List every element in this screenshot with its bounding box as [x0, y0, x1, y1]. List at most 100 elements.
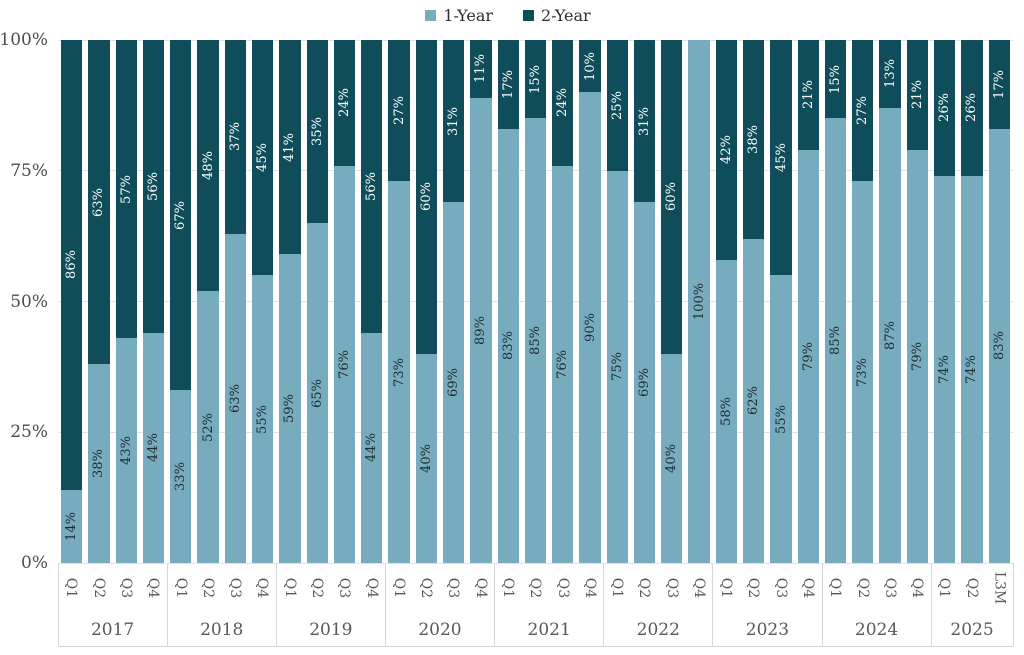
y-axis-tick-label: 25% — [10, 422, 48, 443]
segment-1-year: 85% — [524, 118, 547, 563]
bar-2020-Q3: 31% 69% — [442, 40, 465, 563]
x-axis-year-label-2025: 2025 — [950, 619, 994, 640]
x-axis-year-label-2024: 2024 — [854, 619, 899, 640]
segment-1-year: 83% — [497, 128, 519, 563]
bar-label-2-year: 35% — [309, 117, 325, 146]
bar-label-2-year: 67% — [173, 200, 189, 230]
bar-label-1-year: 73% — [855, 357, 871, 387]
bar-label-2-year: 21% — [800, 80, 816, 110]
segment-1-year: 74% — [961, 175, 983, 563]
segment-2-year: 45% — [770, 40, 792, 276]
x-axis-year-label-2018: 2018 — [200, 619, 244, 640]
bar-label-2-year: 10% — [582, 51, 598, 81]
segment-2-year: 15% — [824, 40, 847, 119]
bar-2019-Q4: 56% 44% — [361, 40, 383, 563]
bar-label-2-year: 41% — [282, 132, 298, 162]
x-axis-year-label-2022: 2022 — [636, 619, 680, 640]
x-axis-year-label-2023: 2023 — [745, 619, 790, 640]
segment-1-year: 69% — [633, 202, 656, 563]
segment-1-year: 59% — [279, 254, 301, 563]
quarter-label-text: Q2 — [309, 577, 326, 599]
quarter-label-text: Q4 — [472, 577, 489, 599]
y-axis-tick-label: 0% — [21, 553, 48, 573]
bar-label-1-year: 43% — [118, 436, 134, 465]
segment-2-year: 26% — [934, 40, 956, 176]
bar-label-2-year: 17% — [991, 70, 1007, 99]
bar-label-1-year: 59% — [282, 394, 298, 424]
quarter-label-text: Q1 — [63, 577, 80, 599]
bar-2017-Q2: 63% 38% — [88, 40, 110, 563]
bar-label-1-year: 62% — [746, 386, 762, 416]
segment-1-year: 33% — [170, 390, 192, 563]
bar-label-1-year: 40% — [418, 443, 434, 473]
bar-label-2-year: 60% — [664, 182, 680, 212]
segment-1-year: 58% — [715, 259, 738, 563]
bar-label-1-year: 52% — [200, 412, 216, 442]
x-axis-quarter-label: Q4 — [685, 563, 712, 613]
bar-2018-Q1: 67% 33% — [170, 40, 192, 563]
x-axis-quarter-label: Q2 — [85, 563, 112, 613]
segment-1-year: 55% — [251, 275, 274, 563]
quarter-row: Q1 Q2 Q3 Q4 Q1 Q2 Q3 Q4 Q1 Q2 Q3 Q4 Q1 Q2 Q3 Q4 Q1 Q2 Q3 Q4… — [58, 563, 1013, 613]
bar-label-1-year: 55% — [255, 404, 271, 434]
quarter-label-text: Q3 — [118, 577, 135, 599]
x-axis-quarter-label: Q3 — [767, 563, 794, 613]
gridline — [58, 562, 1013, 564]
quarter-label-text: L3M — [991, 571, 1008, 605]
bar-2017-Q4: 56% 44% — [142, 40, 165, 563]
x-axis-quarter-label: Q3 — [222, 563, 249, 613]
year-group-separator — [384, 563, 386, 646]
bar-label-1-year: 14% — [64, 511, 80, 541]
segment-2-year: 41% — [279, 40, 301, 255]
quarter-label-text: Q4 — [691, 577, 708, 599]
segment-2-year: 15% — [524, 40, 547, 119]
segment-1-year: 76% — [333, 165, 356, 563]
segment-2-year: 13% — [879, 40, 901, 108]
x-axis-quarter-label: Q4 — [358, 563, 385, 613]
segment-2-year: 35% — [306, 40, 328, 224]
bar-2025-L3M: 17% 83% — [988, 40, 1010, 563]
quarter-label-text: Q4 — [909, 577, 926, 599]
bar-label-1-year: 75% — [609, 352, 625, 382]
x-axis-year-label-2019: 2019 — [309, 619, 353, 640]
quarter-label-text: Q2 — [527, 577, 544, 599]
segment-1-year: 43% — [115, 338, 137, 563]
segment-1-year: 44% — [142, 332, 165, 563]
quarter-label-text: Q1 — [827, 577, 844, 599]
segment-1-year: 75% — [606, 170, 628, 563]
bar-label-2-year: 24% — [555, 88, 571, 118]
segment-2-year: 48% — [197, 40, 219, 292]
x-axis-quarter-label: Q2 — [740, 563, 767, 613]
year-group-separator — [603, 563, 605, 646]
quarter-label-text: Q3 — [554, 577, 571, 599]
quarter-label-text: Q3 — [882, 577, 899, 599]
segment-1-year: 89% — [470, 97, 492, 563]
segment-1-year: 76% — [552, 165, 574, 563]
bar-2021-Q1: 17% 83% — [497, 40, 519, 563]
bar-label-2-year: 21% — [909, 80, 925, 110]
year-group-separator — [930, 563, 932, 646]
segment-2-year: 24% — [333, 40, 356, 166]
quarter-label-text: Q2 — [854, 577, 871, 599]
quarter-label-text: Q1 — [609, 577, 626, 599]
bar-label-2-year: 57% — [118, 174, 134, 204]
quarter-label-text: Q3 — [663, 577, 680, 599]
segment-1-year: 14% — [61, 489, 83, 563]
bar-2021-Q3: 24% 76% — [552, 40, 574, 563]
bar-label-1-year: 38% — [91, 449, 107, 479]
x-axis-quarter-label: Q3 — [658, 563, 685, 613]
bar-label-1-year: 44% — [145, 433, 161, 463]
y-axis-tick-label: 75% — [10, 160, 48, 181]
bar-2020-Q4: 11% 89% — [470, 40, 492, 563]
x-axis-quarter-label: Q2 — [631, 563, 658, 613]
bar-label-2-year: 45% — [773, 143, 789, 173]
segment-1-year: 40% — [661, 353, 683, 563]
year-group-separator — [494, 563, 496, 646]
bar-label-2-year: 15% — [828, 64, 844, 94]
x-axis-quarter-label: Q1 — [604, 563, 631, 613]
segment-1-year: 87% — [879, 107, 901, 563]
bar-2024-Q1: 15% 85% — [824, 40, 847, 563]
bar-label-1-year: 100% — [691, 282, 707, 321]
segment-1-year: 69% — [442, 202, 465, 563]
bar-label-2-year: 86% — [64, 250, 80, 280]
